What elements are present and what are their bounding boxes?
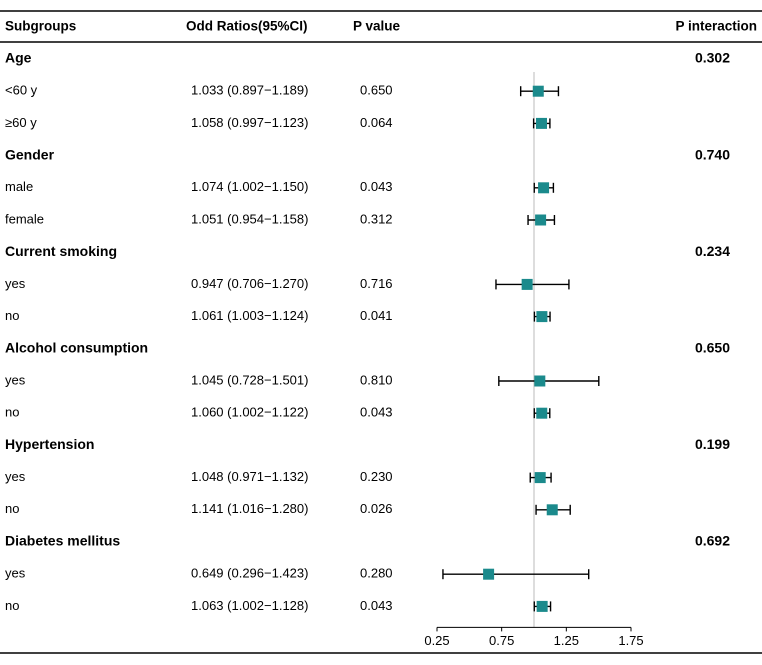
x-tick-label: 1.25	[554, 633, 579, 648]
p-interaction: 0.234	[695, 243, 730, 259]
p-interaction: 0.692	[695, 533, 730, 549]
or-label: 1.045 (0.728−1.501)	[191, 372, 308, 387]
or-label: 1.048 (0.971−1.132)	[191, 469, 308, 484]
row-label: no	[5, 405, 19, 420]
or-label: 1.051 (0.954−1.158)	[191, 211, 308, 226]
estimate	[535, 214, 547, 226]
or-label: 1.060 (1.002−1.122)	[191, 405, 308, 420]
estimate	[536, 600, 548, 612]
p-value: 0.064	[360, 115, 393, 130]
x-tick-label: 1.75	[618, 633, 643, 648]
row-label: yes	[5, 372, 26, 387]
row-label: female	[5, 211, 44, 226]
header: P value	[353, 19, 401, 34]
row-label: male	[5, 179, 33, 194]
row-label: yes	[5, 469, 26, 484]
estimate	[538, 182, 550, 194]
or-label: 0.649 (0.296−1.423)	[191, 566, 308, 581]
row-label: no	[5, 501, 19, 516]
row-label: ≥60 y	[5, 115, 37, 130]
row-label: yes	[5, 566, 26, 581]
estimate	[521, 278, 533, 290]
or-label: 1.141 (1.016−1.280)	[191, 501, 308, 516]
or-label: 1.058 (0.997−1.123)	[191, 115, 308, 130]
p-value: 0.716	[360, 276, 393, 291]
group-name: Alcohol consumption	[5, 340, 148, 356]
row-label: no	[5, 598, 19, 613]
x-tick-label: 0.75	[489, 633, 514, 648]
p-value: 0.043	[360, 179, 393, 194]
p-value: 0.650	[360, 83, 393, 98]
p-value: 0.043	[360, 598, 393, 613]
group-name: Current smoking	[5, 243, 117, 259]
group-name: Hypertension	[5, 436, 94, 452]
group-name: Diabetes mellitus	[5, 533, 120, 549]
group-name: Age	[5, 50, 32, 66]
p-value: 0.043	[360, 405, 393, 420]
or-label: 1.063 (1.002−1.128)	[191, 598, 308, 613]
p-value: 0.230	[360, 469, 393, 484]
p-interaction: 0.199	[695, 436, 730, 452]
estimate	[536, 407, 548, 419]
estimate	[483, 568, 495, 580]
x-tick-label: 0.25	[424, 633, 449, 648]
p-value: 0.312	[360, 211, 393, 226]
estimate	[536, 311, 548, 323]
p-value: 0.026	[360, 501, 393, 516]
header: Odd Ratios(95%CI)	[186, 19, 308, 34]
estimate	[534, 375, 546, 387]
p-interaction: 0.740	[695, 146, 730, 162]
group-name: Gender	[5, 146, 55, 162]
p-interaction: 0.650	[695, 340, 730, 356]
row-label: <60 y	[5, 83, 38, 98]
or-label: 1.033 (0.897−1.189)	[191, 83, 308, 98]
p-value: 0.810	[360, 372, 393, 387]
or-label: 1.061 (1.003−1.124)	[191, 308, 308, 323]
or-label: 1.074 (1.002−1.150)	[191, 179, 308, 194]
estimate	[536, 117, 548, 129]
p-value: 0.041	[360, 308, 393, 323]
row-label: yes	[5, 276, 26, 291]
or-label: 0.947 (0.706−1.270)	[191, 276, 308, 291]
header: Subgroups	[5, 19, 76, 34]
p-interaction: 0.302	[695, 50, 730, 66]
estimate	[546, 504, 558, 516]
header: P interaction	[675, 19, 757, 34]
estimate	[532, 85, 544, 97]
row-label: no	[5, 308, 19, 323]
p-value: 0.280	[360, 566, 393, 581]
estimate	[534, 472, 546, 484]
